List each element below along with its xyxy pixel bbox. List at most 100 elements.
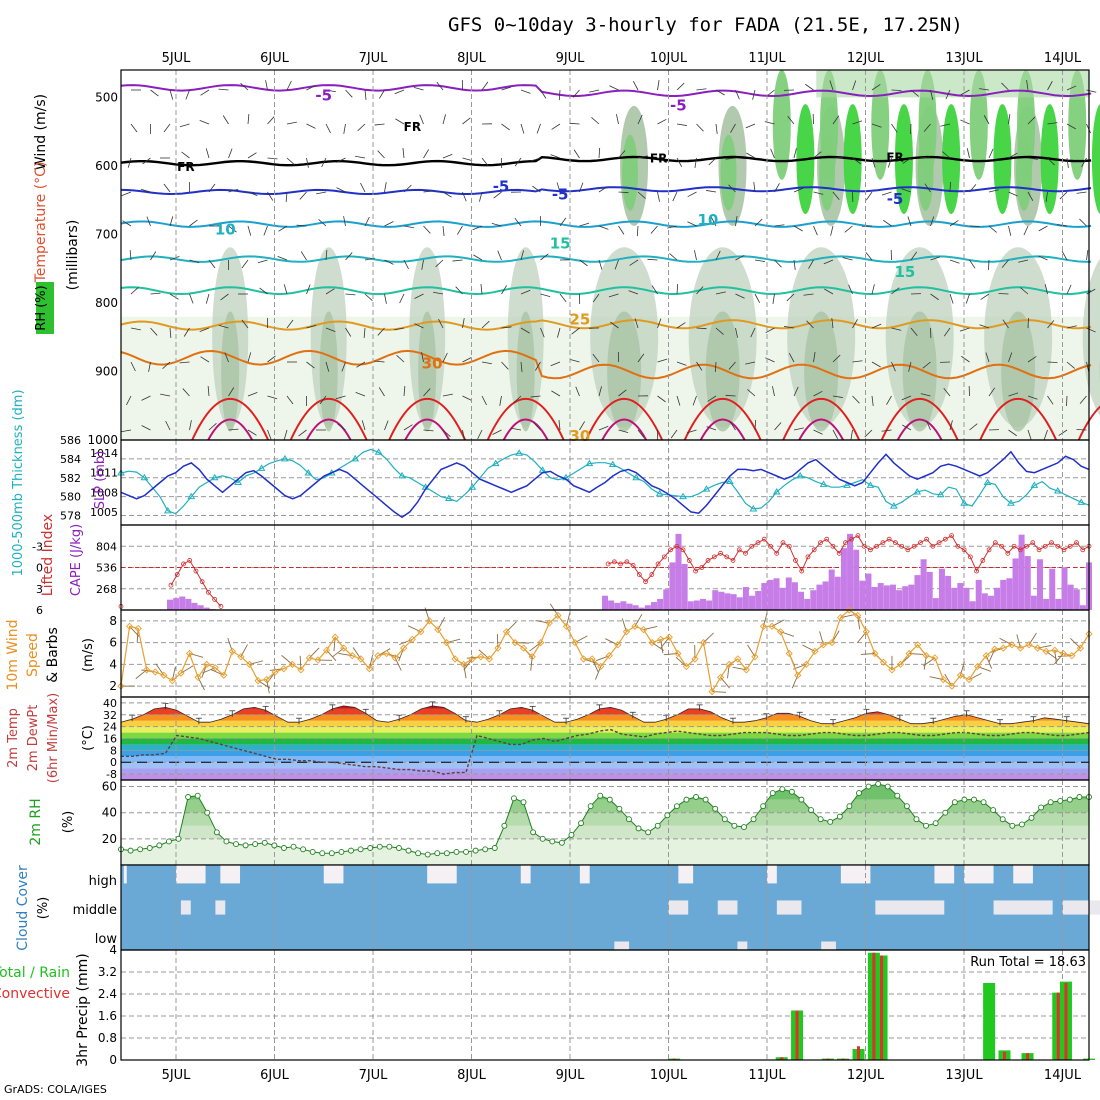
thickness-point bbox=[374, 448, 383, 455]
temp-tick-label: 24 bbox=[103, 721, 117, 734]
thickness-point bbox=[889, 502, 898, 509]
rh-point bbox=[932, 820, 939, 827]
wind-barb bbox=[949, 420, 953, 431]
wind-barb bbox=[616, 114, 619, 125]
wind-barb bbox=[1066, 85, 1077, 91]
wind-speed-line bbox=[120, 609, 1090, 694]
pressure-axis-label: (millibars) bbox=[65, 220, 81, 291]
li-point bbox=[680, 547, 686, 553]
wind-barb bbox=[772, 293, 775, 304]
wind-barb bbox=[141, 425, 151, 431]
thickness-point bbox=[444, 494, 453, 502]
pressure-tick-label: 500 bbox=[95, 90, 118, 104]
wind-speed-point bbox=[151, 668, 159, 676]
thickness-point bbox=[234, 478, 242, 485]
wind-speed-point bbox=[639, 625, 648, 634]
cloud-low-patch bbox=[737, 941, 748, 950]
wind-barb bbox=[1086, 250, 1089, 261]
wind-barb bbox=[634, 318, 639, 329]
wind-barb bbox=[969, 423, 978, 431]
rh-point bbox=[511, 795, 517, 802]
wind-barb bbox=[1044, 284, 1048, 295]
temp-color-band bbox=[121, 697, 1089, 703]
wind-barb bbox=[813, 390, 823, 397]
cape-bar bbox=[712, 590, 719, 610]
wind-barb bbox=[774, 422, 782, 431]
li-point bbox=[761, 536, 767, 542]
wind-barb bbox=[472, 225, 483, 231]
rh-point bbox=[1076, 794, 1083, 800]
rh-point bbox=[175, 835, 182, 842]
li-point bbox=[193, 568, 199, 574]
li-point bbox=[974, 568, 979, 574]
wind-barb bbox=[473, 254, 483, 261]
wind-barb bbox=[864, 429, 873, 438]
rh-point bbox=[951, 799, 958, 806]
rh-point bbox=[137, 846, 144, 853]
cape-bar bbox=[994, 587, 1001, 610]
wind-label: Wind (m/s) bbox=[33, 94, 49, 170]
cape-bar bbox=[914, 575, 921, 610]
wind-barb bbox=[848, 284, 853, 295]
wind-barb bbox=[183, 327, 190, 337]
wind-barb bbox=[247, 152, 257, 159]
cape-bar bbox=[804, 598, 811, 610]
wind-barb bbox=[423, 225, 431, 234]
rh-point bbox=[194, 792, 201, 799]
wind-barb bbox=[692, 395, 697, 406]
precip-tick-label: 1.6 bbox=[98, 1009, 117, 1023]
wind-speed-point bbox=[143, 666, 151, 674]
cape-bar bbox=[602, 595, 608, 610]
wind-barb bbox=[988, 387, 996, 397]
isotherm-40-loop bbox=[896, 418, 943, 441]
wind-barb bbox=[575, 386, 580, 397]
wind-speed-point bbox=[802, 660, 810, 669]
rh-point bbox=[673, 803, 680, 810]
wind-barb bbox=[832, 354, 841, 363]
dewpt-label: 2m DewPt bbox=[26, 705, 41, 772]
wind-barb bbox=[384, 221, 394, 227]
rh-point bbox=[788, 788, 795, 795]
li-point bbox=[168, 582, 174, 588]
wind-barb bbox=[121, 191, 132, 196]
wind-barb bbox=[247, 191, 258, 196]
wind-barb bbox=[442, 153, 453, 159]
wind-barb bbox=[533, 422, 541, 431]
wind-barb bbox=[793, 225, 803, 232]
wind-barb bbox=[514, 157, 522, 167]
li-point bbox=[655, 561, 661, 567]
wind-barb bbox=[357, 123, 366, 132]
li-point bbox=[830, 543, 836, 549]
wind-speed-point bbox=[485, 655, 493, 663]
wind-speed-point bbox=[528, 653, 536, 661]
wind-barb bbox=[169, 89, 174, 100]
li-point bbox=[181, 561, 186, 567]
wind-barb bbox=[1027, 317, 1029, 329]
wind-barb bbox=[306, 85, 316, 91]
wind-tick-label: 4 bbox=[109, 657, 117, 671]
wind-barb bbox=[559, 217, 567, 227]
cape-bar bbox=[644, 605, 651, 610]
wind-barb bbox=[189, 293, 194, 304]
rh-point bbox=[213, 829, 220, 836]
temp-color-band bbox=[121, 762, 1089, 769]
rh-point bbox=[942, 809, 949, 816]
cloud-middle-patch bbox=[717, 900, 738, 915]
slp-tick-label: 1011 bbox=[90, 467, 118, 480]
wind-speed-point bbox=[776, 628, 785, 636]
rh-label: RH (%) bbox=[34, 285, 49, 330]
wind-barb bbox=[374, 123, 385, 126]
wind-barb bbox=[1086, 89, 1097, 93]
wind-speed-point bbox=[297, 666, 305, 674]
wind-speed-point bbox=[168, 677, 177, 685]
wind-speed-point bbox=[888, 666, 896, 674]
wind-barb bbox=[754, 419, 757, 431]
li-point bbox=[1049, 540, 1054, 546]
wind-barb bbox=[754, 293, 761, 304]
rh-color-band bbox=[121, 825, 1089, 839]
cape-bar bbox=[730, 594, 737, 610]
cape-bar bbox=[1061, 567, 1068, 610]
wind-speed-point bbox=[348, 652, 356, 660]
rh-point bbox=[319, 850, 326, 857]
precip-convective-bar bbox=[872, 952, 876, 1060]
